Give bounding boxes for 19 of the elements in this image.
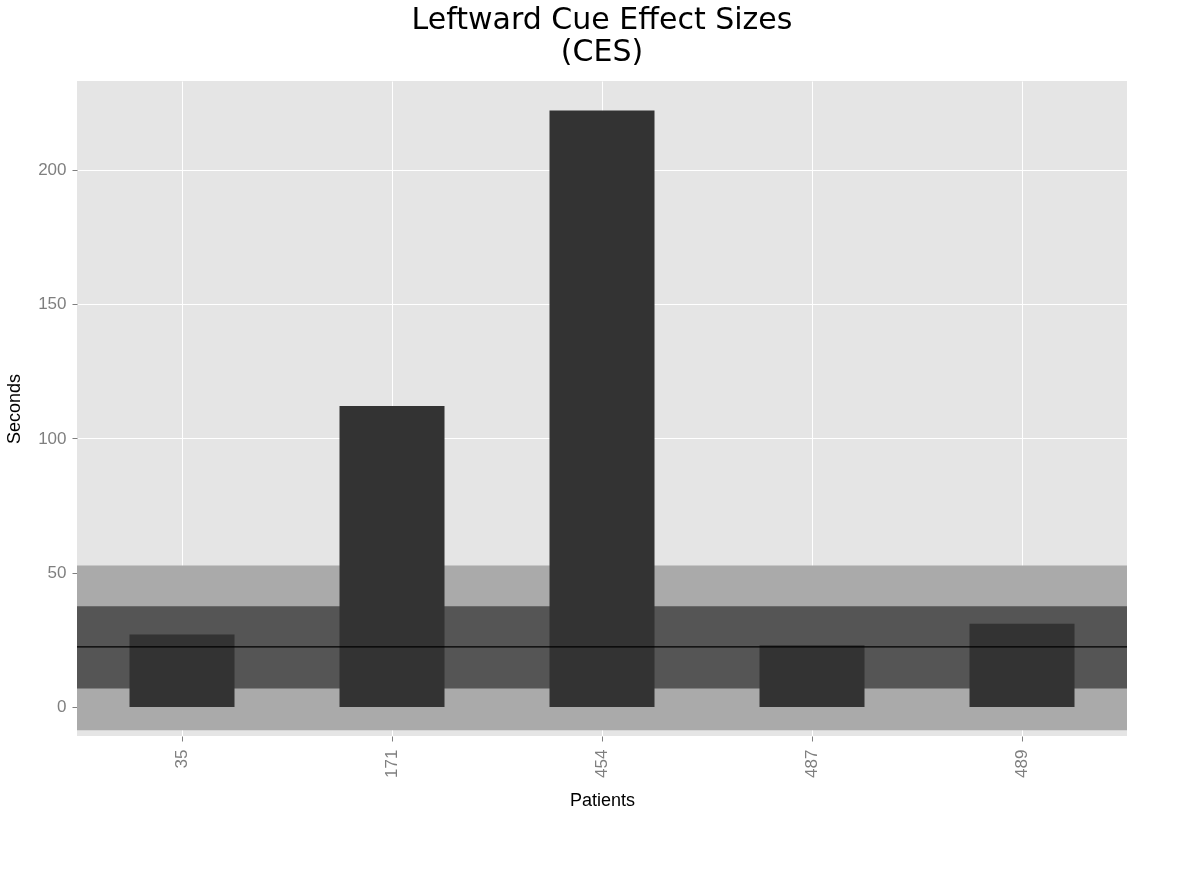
bar — [759, 645, 865, 707]
bar — [549, 110, 655, 707]
bar — [339, 406, 445, 707]
y-tick-label: 50 — [47, 563, 67, 583]
x-tick-label: 487 — [802, 749, 821, 778]
bar — [969, 623, 1075, 707]
y-axis-title: Seconds — [4, 373, 25, 445]
text: Leftward Cue Effect Sizes — [411, 1, 793, 36]
x-axis-title: Patients — [569, 789, 636, 810]
y-tick-label: 150 — [38, 294, 67, 314]
y-tick-label: 200 — [38, 160, 67, 180]
text: (CES) — [560, 33, 644, 68]
bar — [129, 634, 235, 707]
x-tick-label: 171 — [382, 749, 401, 778]
x-tick-label: 454 — [592, 749, 611, 778]
x-tick-label: 35 — [172, 749, 191, 769]
y-tick-label: 100 — [38, 428, 67, 448]
x-tick-label: 489 — [1012, 749, 1031, 778]
y-tick-label: 0 — [57, 697, 67, 717]
